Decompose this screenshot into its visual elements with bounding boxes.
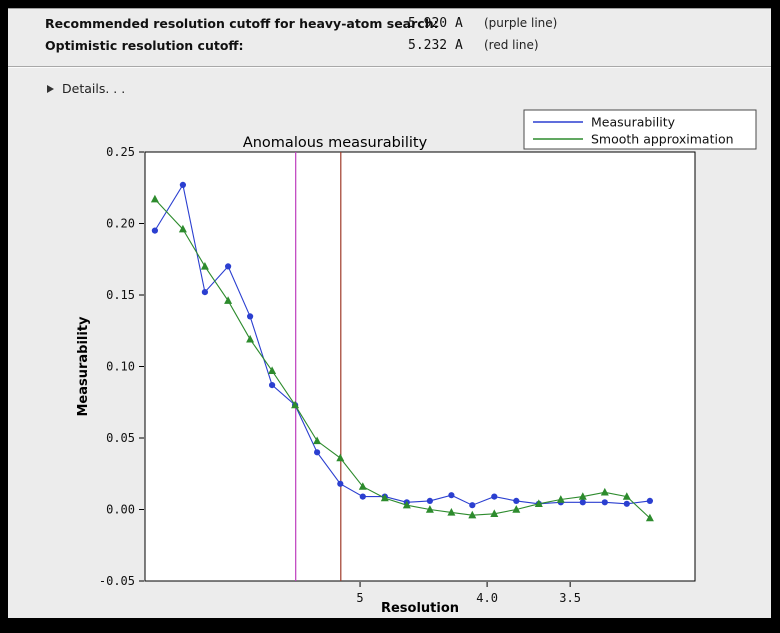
header-separator — [8, 66, 771, 67]
optimistic-cutoff-note: (red line) — [484, 38, 539, 52]
details-label[interactable]: Details. . . — [62, 81, 126, 96]
optimistic-cutoff-label: Optimistic resolution cutoff: — [45, 38, 244, 53]
recommended-cutoff-label: Recommended resolution cutoff for heavy-… — [45, 16, 439, 31]
anomalous-measurability-chart: 0.25 0.20 0.15 0.10 0.05 0.00 -0.05 5 4.0 3.5 Anom… — [76, 109, 757, 616]
details-toggle[interactable]: Details. . . — [47, 78, 126, 96]
svg-text:4.0: 4.0 — [476, 591, 498, 605]
svg-text:0.00: 0.00 — [106, 503, 135, 517]
recommended-cutoff-row: Recommended resolution cutoff for heavy-… — [8, 16, 771, 34]
legend: Measurability Smooth approximation — [523, 109, 757, 150]
optimistic-cutoff-value: 5.232 A — [408, 38, 463, 53]
optimistic-cutoff-row: Optimistic resolution cutoff: 5.232 A (r… — [8, 38, 771, 56]
legend-label-measurability: Measurability — [591, 115, 676, 130]
results-panel: Recommended resolution cutoff for heavy-… — [8, 8, 771, 618]
svg-text:0.15: 0.15 — [106, 288, 135, 302]
svg-text:0.05: 0.05 — [106, 431, 135, 445]
legend-label-smooth-approximation: Smooth approximation — [591, 132, 734, 147]
chart-title: Anomalous measurability — [243, 135, 428, 151]
plot-area — [144, 151, 696, 582]
recommended-cutoff-value: 5.920 A — [408, 16, 463, 31]
series-markers-smooth-approximation — [150, 194, 654, 522]
x-axis-label: Resolution — [381, 601, 459, 616]
svg-text:0.25: 0.25 — [106, 145, 135, 159]
disclosure-triangle-icon[interactable] — [47, 84, 54, 93]
svg-text:3.5: 3.5 — [559, 591, 581, 605]
svg-text:0.20: 0.20 — [106, 217, 135, 231]
y-axis-label: Measurability — [76, 316, 91, 417]
axis-ticks: 0.25 0.20 0.15 0.10 0.05 0.00 -0.05 5 4.0 3.5 — [99, 145, 581, 605]
recommended-cutoff-note: (purple line) — [484, 16, 558, 30]
svg-text:5: 5 — [356, 591, 363, 605]
svg-text:0.10: 0.10 — [106, 360, 135, 374]
svg-text:-0.05: -0.05 — [99, 574, 135, 588]
